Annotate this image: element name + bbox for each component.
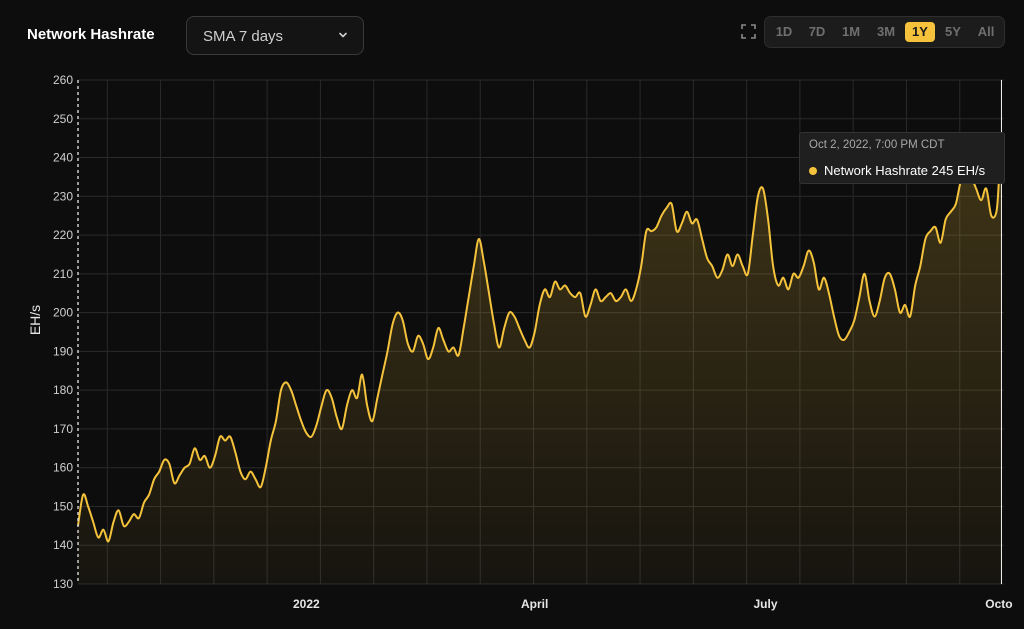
y-tick-label: 180 (53, 383, 73, 397)
chart-title: Network Hashrate (27, 26, 155, 43)
range-button-1m[interactable]: 1M (841, 24, 861, 39)
y-tick-label: 240 (53, 151, 73, 165)
range-button-5y[interactable]: 5Y (945, 24, 961, 39)
hashrate-line (77, 138, 1003, 543)
range-button-all[interactable]: All (977, 24, 995, 39)
chevron-down-icon (339, 32, 347, 38)
tooltip-date: Oct 2, 2022, 7:00 PM CDT (809, 139, 945, 151)
x-tick-label: April (521, 597, 548, 611)
x-axis-ticks: 2022 April July Octo (293, 597, 1013, 611)
tooltip-series-value: Network Hashrate 245 EH/s (824, 163, 986, 178)
y-tick-label: 140 (53, 538, 73, 552)
range-button-7d[interactable]: 7D (808, 24, 826, 39)
y-tick-label: 210 (53, 267, 73, 281)
y-tick-label: 150 (53, 499, 73, 513)
y-axis-label: EH/s (27, 305, 43, 335)
hashrate-chart[interactable]: 130 140 150 160 170 180 190 200 210 220 230 240 250 2… (0, 60, 1024, 624)
y-tick-label: 190 (53, 344, 73, 358)
y-tick-label: 200 (53, 306, 73, 320)
chart-header: Network Hashrate SMA 7 days 1D 7D 1M 3M … (0, 0, 1024, 70)
hover-tooltip: Oct 2, 2022, 7:00 PM CDT Network Hashrat… (799, 132, 1005, 184)
time-range-selector: 1D 7D 1M 3M 1Y 5Y All (764, 16, 1005, 48)
y-tick-label: 170 (53, 422, 73, 436)
y-tick-label: 260 (53, 73, 73, 87)
y-tick-label: 160 (53, 461, 73, 475)
range-button-3m[interactable]: 3M (876, 24, 896, 39)
x-tick-label: Octo (985, 597, 1012, 611)
series-color-dot (809, 167, 817, 175)
hashrate-area (78, 138, 1002, 584)
hashrate-chart-svg: 130 140 150 160 170 180 190 200 210 220 230 240 250 2… (27, 73, 1013, 611)
fullscreen-icon[interactable] (741, 24, 756, 39)
x-tick-label: 2022 (293, 597, 320, 611)
y-tick-label: 130 (53, 577, 73, 591)
range-button-1d[interactable]: 1D (775, 24, 793, 39)
y-tick-label: 220 (53, 228, 73, 242)
y-tick-label: 230 (53, 189, 73, 203)
sma-select[interactable]: SMA 7 days (186, 16, 364, 55)
y-axis-ticks: 130 140 150 160 170 180 190 200 210 220 230 240 250 2… (53, 73, 73, 591)
x-tick-label: July (754, 597, 778, 611)
sma-select-value: SMA 7 days (203, 28, 284, 45)
y-tick-label: 250 (53, 112, 73, 126)
range-button-1y[interactable]: 1Y (905, 22, 935, 42)
